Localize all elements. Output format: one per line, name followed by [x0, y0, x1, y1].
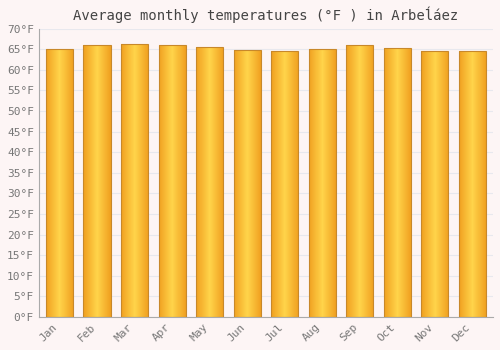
Bar: [196, 47, 223, 317]
Bar: [459, 51, 486, 317]
Bar: [346, 45, 374, 317]
Bar: [46, 49, 73, 317]
Bar: [308, 49, 336, 317]
Bar: [384, 48, 411, 317]
Bar: [422, 51, 448, 317]
Bar: [271, 51, 298, 317]
Bar: [84, 45, 110, 317]
Bar: [234, 50, 260, 317]
Bar: [158, 45, 186, 317]
Bar: [121, 44, 148, 317]
Title: Average monthly temperatures (°F ) in Arbeĺáez: Average monthly temperatures (°F ) in Ar…: [74, 7, 458, 23]
